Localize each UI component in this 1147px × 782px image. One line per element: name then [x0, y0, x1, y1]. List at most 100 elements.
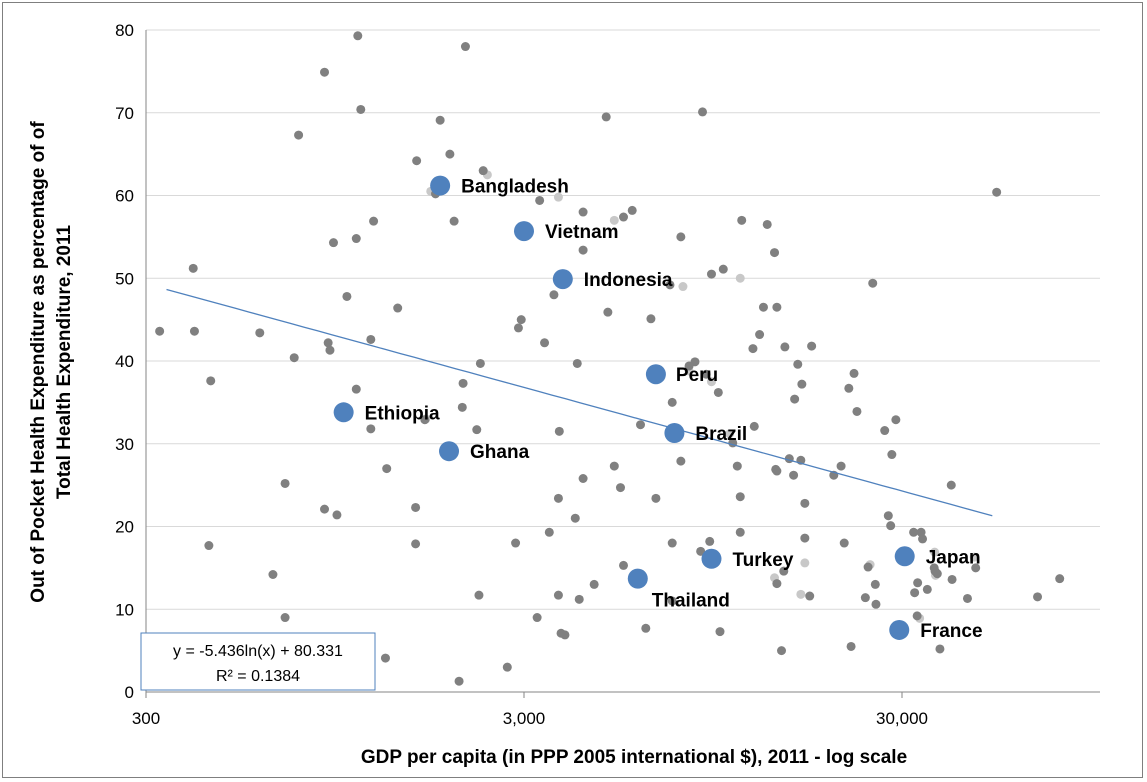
data-point [715, 627, 725, 637]
data-point [478, 166, 488, 176]
data-point [770, 248, 780, 258]
data-point [553, 493, 563, 503]
data-point [615, 483, 625, 493]
data-point [511, 538, 521, 548]
data-point [849, 368, 859, 378]
country-label-bangladesh: Bangladesh [461, 177, 569, 198]
data-point [578, 207, 588, 217]
data-point [155, 326, 165, 336]
data-point [325, 345, 335, 355]
data-point [800, 533, 810, 543]
data-point [748, 344, 758, 354]
highlight-point-ethiopia [333, 402, 354, 423]
data-point [332, 510, 342, 520]
country-label-turkey: Turkey [732, 550, 793, 571]
data-point [328, 238, 338, 248]
data-point [641, 623, 651, 633]
data-point [676, 456, 686, 466]
gridlines [146, 29, 1100, 610]
data-point [516, 315, 526, 325]
faint-data-point [609, 215, 619, 225]
data-point [589, 579, 599, 589]
y-tick-label: 30 [115, 435, 134, 454]
country-label-brazil: Brazil [695, 424, 747, 445]
data-point [544, 527, 554, 537]
data-point [268, 569, 278, 579]
data-point [369, 216, 379, 226]
data-point [844, 383, 854, 393]
faint-data-point [969, 552, 979, 562]
data-point [870, 579, 880, 589]
data-point [572, 358, 582, 368]
data-point [474, 590, 484, 600]
faint-data-point [735, 273, 745, 283]
data-point [189, 326, 199, 336]
highlight-point-france [889, 619, 910, 640]
data-point [971, 563, 981, 573]
data-point [351, 234, 361, 244]
data-point [411, 539, 421, 549]
data-point [188, 263, 198, 273]
data-point [601, 112, 611, 122]
data-points [155, 31, 1065, 686]
highlight-point-brazil [664, 422, 685, 443]
data-point [475, 358, 485, 368]
trendline-equation-box: y = -5.436ln(x) + 80.331 R² = 0.1384 [140, 632, 376, 691]
data-point [380, 653, 390, 663]
faint-data-point [796, 589, 806, 599]
data-point [863, 562, 873, 572]
data-point [280, 613, 290, 623]
y-tick-label: 60 [115, 187, 134, 206]
country-label-thailand: Thailand [652, 591, 730, 612]
highlight-point-peru [645, 364, 666, 385]
data-point [935, 644, 945, 654]
data-point [839, 538, 849, 548]
data-point [472, 425, 482, 435]
country-label-vietnam: Vietnam [545, 222, 619, 243]
faint-data-point [930, 547, 940, 557]
highlight-point-japan [894, 546, 915, 567]
data-point [603, 307, 613, 317]
data-point [454, 676, 464, 686]
data-point [351, 384, 361, 394]
data-point [772, 302, 782, 312]
highlight-point-ghana [439, 441, 460, 462]
data-point [772, 579, 782, 589]
data-point [891, 415, 901, 425]
country-label-indonesia: Indonesia [584, 270, 673, 291]
y-tick-labels: 0 10 20 30 40 50 60 70 80 [115, 21, 134, 702]
trendline [166, 288, 993, 517]
country-labels: Bangladesh Vietnam Indonesia Peru Brazil Ethi… [365, 177, 983, 642]
data-point [445, 149, 455, 159]
trendline-r-squared: R² = 0.1384 [216, 668, 300, 685]
data-point [1033, 592, 1043, 602]
data-point [609, 461, 619, 471]
data-point [636, 420, 646, 430]
data-point [932, 569, 942, 579]
data-point [458, 378, 468, 388]
data-point [578, 474, 588, 484]
data-point [909, 527, 919, 537]
data-point [460, 42, 470, 52]
x-tick-label: 300 [132, 709, 160, 728]
data-point [696, 546, 706, 556]
data-point [846, 641, 856, 651]
x-tick-label: 3,000 [503, 709, 546, 728]
y-tick-label: 20 [115, 518, 134, 537]
data-point [540, 338, 550, 348]
data-point [513, 323, 523, 333]
data-point [871, 599, 881, 609]
data-point [732, 461, 742, 471]
data-point [918, 534, 928, 544]
data-point [698, 107, 708, 117]
country-label-france: France [920, 621, 982, 642]
y-tick-label: 50 [115, 269, 134, 288]
data-point [320, 67, 330, 77]
trendline-equation: y = -5.436ln(x) + 80.331 [173, 643, 343, 660]
data-point [737, 215, 747, 225]
x-axis-title: GDP per capita (in PPP 2005 internationa… [361, 747, 907, 768]
data-point [342, 291, 352, 301]
data-point [320, 504, 330, 514]
data-point [762, 219, 772, 229]
